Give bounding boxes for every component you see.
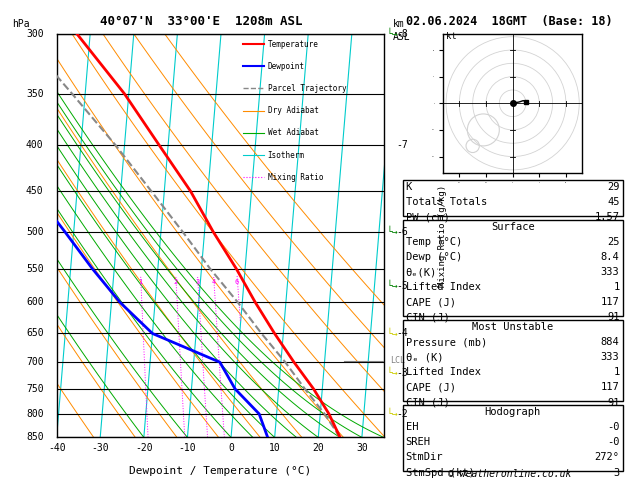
Text: EH: EH xyxy=(406,422,418,433)
Text: └→: └→ xyxy=(387,368,399,378)
Text: 8.4: 8.4 xyxy=(601,252,620,262)
Text: 850: 850 xyxy=(26,433,43,442)
Text: 650: 650 xyxy=(26,329,43,338)
Text: kt: kt xyxy=(446,33,457,41)
Text: 3: 3 xyxy=(613,468,620,478)
Text: 450: 450 xyxy=(26,186,43,196)
Text: -3: -3 xyxy=(397,368,408,378)
Text: 272°: 272° xyxy=(594,452,620,463)
Text: CIN (J): CIN (J) xyxy=(406,312,450,323)
Text: 91: 91 xyxy=(607,398,620,408)
Text: 1: 1 xyxy=(138,279,143,285)
Text: -30: -30 xyxy=(91,443,109,453)
Text: -5: -5 xyxy=(397,281,408,291)
Text: 500: 500 xyxy=(26,227,43,237)
Text: 117: 117 xyxy=(601,297,620,308)
Text: Dewpoint: Dewpoint xyxy=(267,62,304,71)
Text: -40: -40 xyxy=(48,443,65,453)
Text: CAPE (J): CAPE (J) xyxy=(406,382,455,393)
Text: Mixing Ratio: Mixing Ratio xyxy=(267,173,323,182)
Text: -20: -20 xyxy=(135,443,153,453)
Text: Totals Totals: Totals Totals xyxy=(406,197,487,208)
Text: Hodograph: Hodograph xyxy=(484,407,541,417)
Text: 3: 3 xyxy=(196,279,199,285)
Text: -0: -0 xyxy=(607,422,620,433)
Text: © weatheronline.co.uk: © weatheronline.co.uk xyxy=(448,469,571,479)
Text: 4: 4 xyxy=(211,279,216,285)
Text: -4: -4 xyxy=(397,329,408,338)
Text: 800: 800 xyxy=(26,409,43,419)
Text: ASL: ASL xyxy=(393,32,411,42)
Text: Parcel Trajectory: Parcel Trajectory xyxy=(267,84,346,93)
Text: CIN (J): CIN (J) xyxy=(406,398,450,408)
Text: 45: 45 xyxy=(607,197,620,208)
Text: └→: └→ xyxy=(387,409,399,419)
Text: LCL: LCL xyxy=(390,356,405,365)
Text: └→: └→ xyxy=(387,29,399,39)
Text: θₑ(K): θₑ(K) xyxy=(406,267,437,278)
Text: 333: 333 xyxy=(601,267,620,278)
Text: -8: -8 xyxy=(397,29,408,39)
Text: StmSpd (kt): StmSpd (kt) xyxy=(406,468,474,478)
Text: CAPE (J): CAPE (J) xyxy=(406,297,455,308)
Text: 300: 300 xyxy=(26,29,43,39)
Text: 117: 117 xyxy=(601,382,620,393)
Text: 10: 10 xyxy=(269,443,281,453)
Text: 20: 20 xyxy=(313,443,324,453)
Text: SREH: SREH xyxy=(406,437,431,448)
Text: Lifted Index: Lifted Index xyxy=(406,282,481,293)
Text: Wet Adiabat: Wet Adiabat xyxy=(267,128,318,138)
Text: Pressure (mb): Pressure (mb) xyxy=(406,337,487,347)
Text: └→: └→ xyxy=(387,281,399,291)
Text: Dewpoint / Temperature (°C): Dewpoint / Temperature (°C) xyxy=(129,466,311,476)
Text: └→: └→ xyxy=(387,329,399,338)
Text: Dry Adiabat: Dry Adiabat xyxy=(267,106,318,115)
Text: 29: 29 xyxy=(607,182,620,192)
Text: Lifted Index: Lifted Index xyxy=(406,367,481,378)
Text: 700: 700 xyxy=(26,357,43,367)
Text: Surface: Surface xyxy=(491,222,535,232)
Text: θₑ (K): θₑ (K) xyxy=(406,352,443,363)
Text: 91: 91 xyxy=(607,312,620,323)
Text: K: K xyxy=(406,182,412,192)
Text: -7: -7 xyxy=(397,140,408,151)
Text: km: km xyxy=(393,19,405,30)
Text: 400: 400 xyxy=(26,140,43,151)
Text: 750: 750 xyxy=(26,384,43,394)
Text: 2: 2 xyxy=(174,279,178,285)
Text: 350: 350 xyxy=(26,89,43,99)
Text: 40°07'N  33°00'E  1208m ASL: 40°07'N 33°00'E 1208m ASL xyxy=(100,15,303,28)
Text: Dewp (°C): Dewp (°C) xyxy=(406,252,462,262)
Text: -2: -2 xyxy=(397,409,408,419)
Text: 25: 25 xyxy=(607,237,620,247)
Text: 600: 600 xyxy=(26,297,43,308)
Text: 02.06.2024  18GMT  (Base: 18): 02.06.2024 18GMT (Base: 18) xyxy=(406,15,613,28)
Text: Most Unstable: Most Unstable xyxy=(472,322,554,332)
Text: 1: 1 xyxy=(613,367,620,378)
Text: 6: 6 xyxy=(235,279,239,285)
Text: Temp (°C): Temp (°C) xyxy=(406,237,462,247)
Text: 884: 884 xyxy=(601,337,620,347)
Text: -0: -0 xyxy=(607,437,620,448)
Text: Mixing Ratio (g/kg): Mixing Ratio (g/kg) xyxy=(438,185,447,287)
Text: PW (cm): PW (cm) xyxy=(406,212,450,223)
Text: 333: 333 xyxy=(601,352,620,363)
Text: -10: -10 xyxy=(179,443,196,453)
Text: hPa: hPa xyxy=(13,19,30,30)
Text: Temperature: Temperature xyxy=(267,39,318,49)
Text: StmDir: StmDir xyxy=(406,452,443,463)
Text: -6: -6 xyxy=(397,227,408,237)
Text: 1.57: 1.57 xyxy=(594,212,620,223)
Text: 550: 550 xyxy=(26,264,43,274)
Text: 30: 30 xyxy=(356,443,368,453)
Text: Isotherm: Isotherm xyxy=(267,151,304,159)
Text: └→: └→ xyxy=(387,227,399,237)
Text: 0: 0 xyxy=(228,443,234,453)
Text: 1: 1 xyxy=(613,282,620,293)
